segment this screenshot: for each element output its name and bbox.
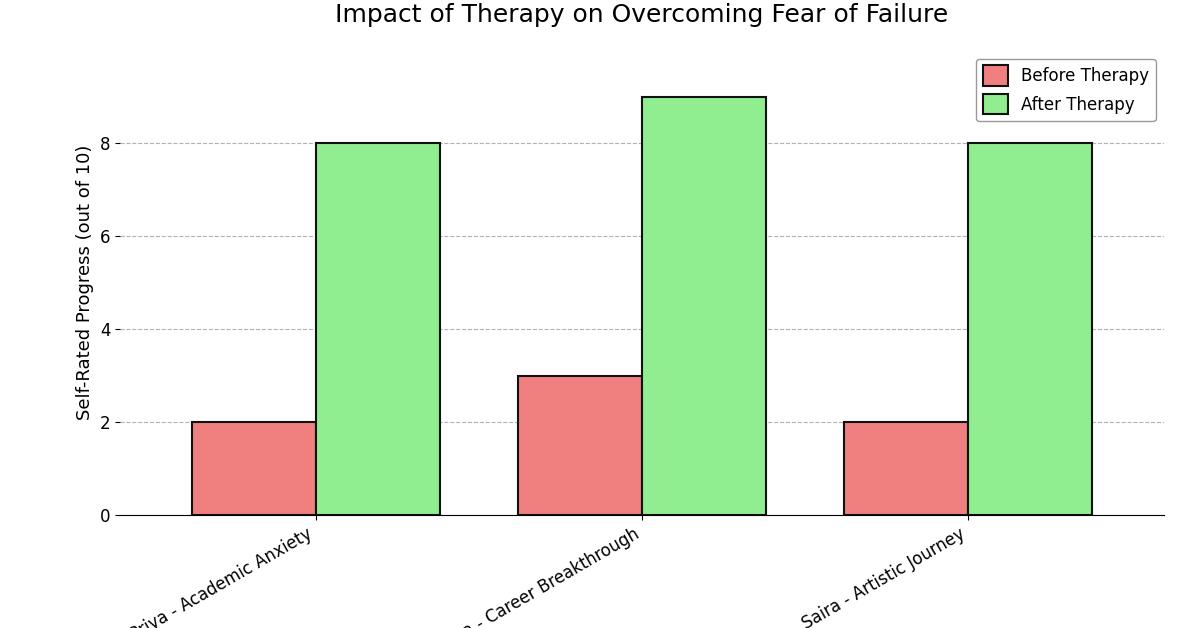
Bar [316,143,439,515]
Bar [192,422,316,515]
Y-axis label: Self-Rated Progress (out of 10): Self-Rated Progress (out of 10) [76,145,94,420]
Bar [518,376,642,515]
Bar [968,143,1092,515]
Title: Impact of Therapy on Overcoming Fear of Failure: Impact of Therapy on Overcoming Fear of … [335,4,949,28]
Legend: Before Therapy, After Therapy: Before Therapy, After Therapy [976,58,1156,121]
Bar [642,97,766,515]
Bar [845,422,968,515]
